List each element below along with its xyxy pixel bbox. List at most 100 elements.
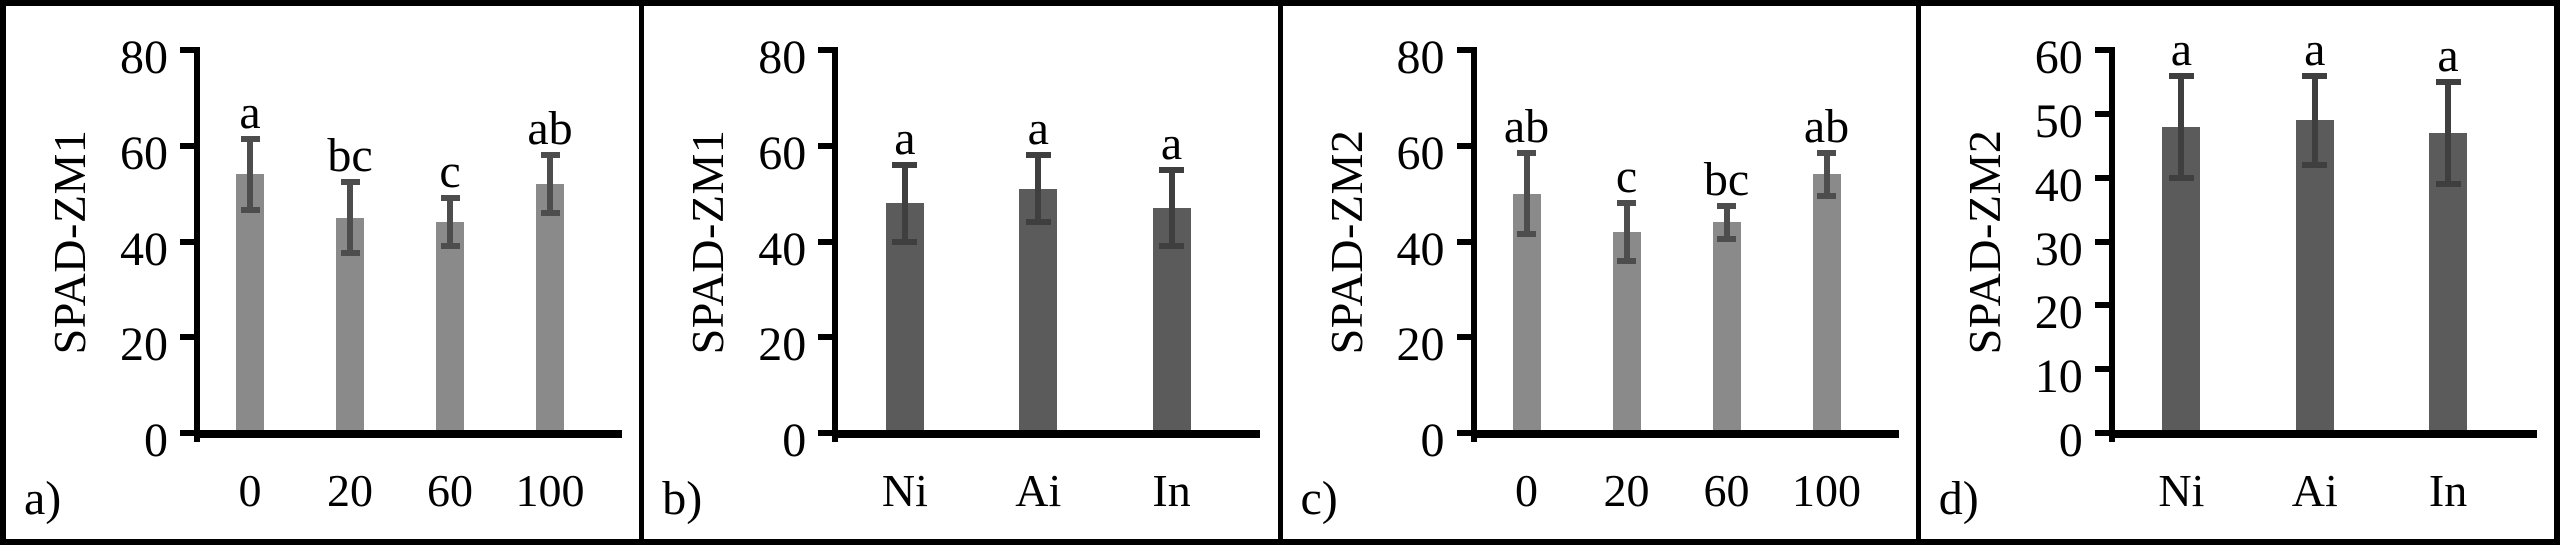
- error-bar-cap-top: [540, 152, 560, 159]
- significance-letter: a: [2437, 28, 2459, 82]
- y-axis-tick: [1456, 430, 1471, 436]
- error-bar-cap-bottom: [540, 209, 560, 216]
- y-tick-label: 30: [2034, 222, 2083, 276]
- y-tick-label: 80: [758, 31, 807, 84]
- y-axis-line: [832, 47, 839, 442]
- error-bar-cap-bottom: [340, 250, 360, 257]
- y-axis-tick: [2094, 430, 2109, 436]
- significance-letter: c: [439, 145, 461, 199]
- x-category-label: 20: [1603, 465, 1650, 516]
- panel-letter: d): [1938, 472, 1979, 525]
- error-bar-line: [247, 138, 253, 211]
- plot-area-a: 0 20 40 60 80 a 0 bc 20 c 60 ab 100: [6, 6, 639, 539]
- x-category-label: In: [1152, 465, 1191, 516]
- bar: [2295, 120, 2334, 433]
- error-bar-line: [1623, 203, 1630, 261]
- significance-letter: bc: [1703, 152, 1750, 206]
- y-axis-tick: [2094, 366, 2109, 373]
- panel-d: SPAD-ZM2 0 10 20 30 40 50 60 a Ni a Ai a In d): [1915, 6, 2554, 539]
- y-tick-label: 40: [1396, 222, 1445, 276]
- y-axis-tick: [180, 334, 194, 341]
- x-category-label: Ni: [2158, 465, 2205, 516]
- significance-letter: c: [1615, 150, 1638, 204]
- y-axis-tick: [2094, 47, 2109, 53]
- y-axis-tick: [818, 334, 833, 341]
- error-bar-cap-bottom: [2302, 161, 2328, 168]
- plot-area-b: 0 20 40 60 80 a Ni a Ai a In: [644, 6, 1277, 539]
- y-axis-tick: [1456, 334, 1471, 341]
- error-bar-line: [1523, 152, 1530, 235]
- x-category-label: 0: [1515, 465, 1538, 516]
- bar: [1812, 174, 1841, 433]
- y-tick-label: 20: [2034, 286, 2083, 340]
- bar: [1712, 222, 1741, 433]
- error-bar-cap-top: [340, 178, 360, 185]
- y-tick-label: 0: [1420, 414, 1445, 467]
- y-axis-tick: [818, 238, 833, 245]
- y-axis-tick: [2094, 302, 2109, 309]
- x-category-label: 100: [1792, 465, 1861, 516]
- error-bar-line: [347, 181, 353, 254]
- error-bar-line: [2445, 81, 2452, 185]
- y-tick-label: 60: [1396, 126, 1445, 180]
- panel-c: SPAD-ZM2 0 20 40 60 80 ab 0 c 20 bc 60 ab 100 c): [1277, 6, 1916, 539]
- y-tick-label: 20: [758, 318, 807, 372]
- error-bar-line: [1823, 152, 1830, 196]
- y-axis-tick: [2094, 110, 2109, 117]
- error-bar-cap-bottom: [2435, 181, 2461, 188]
- x-axis-line: [2108, 430, 2537, 438]
- error-bar-cap-bottom: [1717, 236, 1736, 243]
- x-axis-line: [1470, 430, 1899, 438]
- bar: [436, 222, 464, 433]
- y-tick-label: 50: [2034, 94, 2083, 148]
- y-tick-label: 40: [758, 222, 807, 276]
- x-category-label: In: [2428, 465, 2468, 516]
- x-category-label: 60: [1703, 465, 1750, 516]
- y-axis-tick: [1456, 238, 1471, 245]
- error-bar-cap-bottom: [240, 207, 260, 214]
- error-bar-cap-top: [2435, 78, 2461, 85]
- y-axis-tick: [818, 142, 833, 149]
- y-tick-label: 10: [2034, 350, 2083, 404]
- error-bar-line: [2311, 75, 2318, 165]
- error-bar-cap-top: [2302, 72, 2328, 79]
- y-axis-tick: [2094, 174, 2109, 181]
- y-axis-tick: [180, 430, 194, 436]
- error-bar-cap-top: [440, 195, 460, 202]
- error-bar-cap-top: [1159, 166, 1185, 173]
- error-bar-cap-bottom: [1817, 193, 1836, 200]
- significance-letter: a: [1160, 116, 1183, 170]
- significance-letter: ab: [1503, 99, 1550, 153]
- error-bar-cap-top: [892, 161, 918, 168]
- error-bar-cap-bottom: [1025, 219, 1051, 226]
- significance-letter: a: [894, 111, 916, 165]
- y-tick-label: 60: [758, 126, 807, 180]
- plot-area-d: 0 10 20 30 40 50 60 a Ni a Ai a In: [1921, 6, 2554, 539]
- panel-a: SPAD-ZM1 0 20 40 60 80 a 0 bc 20 c 60 ab 100 a): [6, 6, 640, 539]
- y-axis-tick: [180, 47, 194, 53]
- error-bar-line: [447, 198, 453, 247]
- significance-letter: a: [2304, 22, 2326, 76]
- error-bar-cap-bottom: [2168, 174, 2194, 181]
- bar: [1019, 188, 1058, 433]
- x-category-label: Ai: [2291, 465, 2338, 516]
- error-bar-cap-top: [1025, 152, 1051, 159]
- error-bar-cap-top: [1517, 149, 1536, 156]
- error-bar-cap-bottom: [1159, 243, 1185, 250]
- y-axis-tick: [2094, 238, 2109, 245]
- y-axis-tick: [818, 430, 833, 436]
- error-bar-cap-top: [1617, 200, 1636, 207]
- y-tick-label: 0: [144, 414, 168, 467]
- bar: [1612, 231, 1641, 433]
- error-bar-cap-bottom: [440, 243, 460, 250]
- error-bar-line: [1723, 205, 1730, 240]
- y-tick-label: 20: [120, 318, 168, 372]
- panel-letter: c): [1300, 472, 1338, 525]
- panel-letter: b): [662, 472, 703, 525]
- error-bar-cap-top: [1717, 202, 1736, 209]
- x-category-label: 20: [327, 465, 373, 516]
- significance-letter: ab: [527, 102, 573, 156]
- x-category-label: Ni: [881, 465, 928, 516]
- error-bar-cap-top: [2168, 72, 2194, 79]
